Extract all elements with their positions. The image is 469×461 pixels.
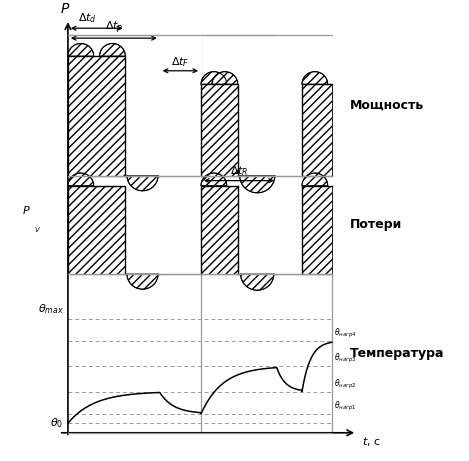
- Bar: [201, 84, 238, 176]
- Text: $\theta_{нагр4}$: $\theta_{нагр4}$: [334, 327, 357, 340]
- Bar: [68, 186, 125, 274]
- Text: $\Delta t_d$: $\Delta t_d$: [78, 11, 97, 24]
- Polygon shape: [201, 173, 227, 186]
- Polygon shape: [212, 72, 238, 84]
- Polygon shape: [160, 12, 201, 176]
- Text: Мощность: Мощность: [350, 99, 424, 112]
- Text: Потери: Потери: [350, 219, 402, 231]
- Text: $\Delta t_F$: $\Delta t_F$: [171, 55, 189, 69]
- Polygon shape: [127, 274, 158, 289]
- Bar: [201, 186, 238, 274]
- Text: $\theta_0$: $\theta_0$: [50, 416, 63, 430]
- Polygon shape: [201, 72, 227, 84]
- Polygon shape: [68, 173, 94, 186]
- Bar: [302, 84, 332, 176]
- Polygon shape: [277, 154, 355, 274]
- Polygon shape: [160, 154, 201, 274]
- Text: $P$: $P$: [61, 2, 71, 16]
- Text: $t$, с: $t$, с: [362, 435, 380, 448]
- Polygon shape: [302, 173, 328, 186]
- Polygon shape: [277, 12, 355, 176]
- Text: $\theta_{нагр2}$: $\theta_{нагр2}$: [334, 378, 356, 390]
- Polygon shape: [302, 72, 328, 84]
- Bar: [302, 186, 332, 274]
- Text: $\Delta t_p$: $\Delta t_p$: [105, 19, 123, 36]
- Polygon shape: [240, 176, 275, 193]
- Text: $\theta_{нагр1}$: $\theta_{нагр1}$: [334, 400, 356, 413]
- Bar: [68, 56, 125, 176]
- Text: $P$: $P$: [23, 204, 31, 216]
- Polygon shape: [68, 43, 94, 56]
- Polygon shape: [99, 43, 125, 56]
- Text: $\Delta t_R$: $\Delta t_R$: [230, 165, 248, 178]
- Text: $\theta_{нагр3}$: $\theta_{нагр3}$: [334, 352, 357, 365]
- Polygon shape: [241, 274, 274, 290]
- Text: $_V$: $_V$: [33, 225, 41, 235]
- Text: $\theta_{max}$: $\theta_{max}$: [38, 302, 63, 316]
- Polygon shape: [127, 176, 158, 191]
- Text: Температура: Температура: [350, 347, 445, 360]
